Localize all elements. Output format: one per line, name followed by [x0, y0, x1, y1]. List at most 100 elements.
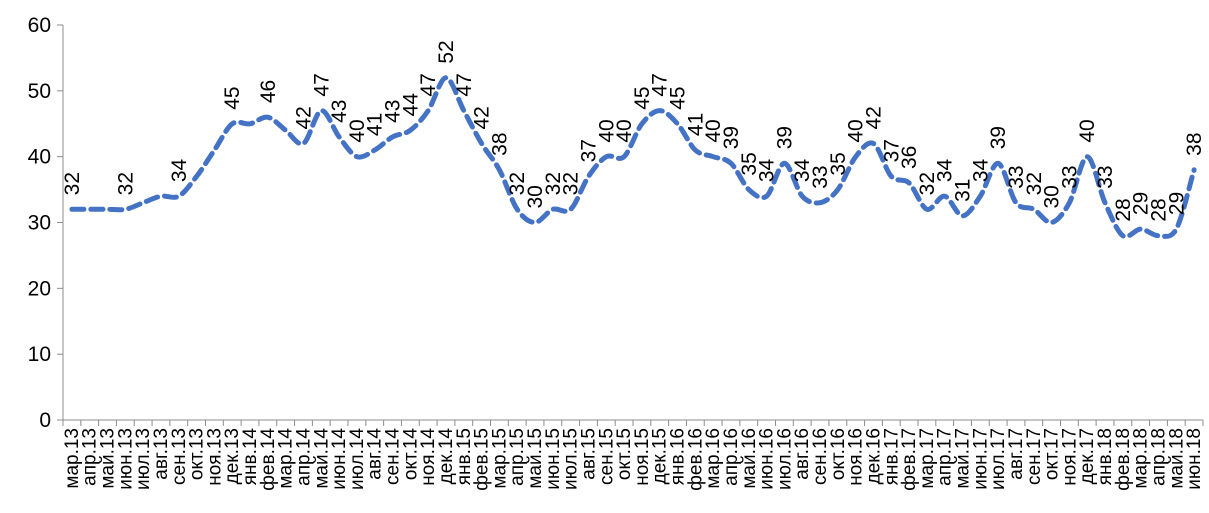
data-point	[337, 135, 341, 139]
y-tick-label: 40	[28, 146, 51, 169]
x-tick-label: дек.16	[863, 428, 884, 484]
data-point	[943, 194, 947, 198]
data-point	[604, 155, 608, 159]
data-label: 32	[542, 172, 565, 195]
data-label: 40	[346, 119, 369, 142]
x-tick-label: май.15	[525, 428, 546, 489]
x-tick-label: фев.14	[258, 428, 279, 491]
data-point	[586, 174, 590, 178]
data-point	[284, 128, 288, 132]
data-point	[622, 155, 626, 159]
y-tick-label: 0	[39, 409, 51, 432]
x-tick-label: фев.15	[472, 428, 493, 491]
x-tick-label: сен.15	[596, 428, 617, 485]
data-label: 32	[114, 172, 137, 195]
data-label: 34	[756, 158, 779, 182]
data-label: 34	[168, 158, 191, 182]
data-point	[391, 135, 395, 139]
data-label: 45	[221, 86, 244, 109]
data-label: 30	[524, 185, 547, 208]
x-tick-label: окт.15	[614, 428, 635, 480]
data-label: 30	[1041, 185, 1064, 208]
x-tick-label: сен.13	[169, 428, 190, 485]
data-label: 32	[1023, 172, 1046, 195]
data-label: 32	[61, 172, 84, 195]
data-label: 47	[417, 73, 440, 96]
data-point	[1032, 207, 1036, 211]
data-label: 35	[738, 152, 761, 175]
data-label: 28	[1112, 198, 1135, 221]
x-tick-label: мар.17	[917, 428, 938, 489]
x-tick-label: фев.18	[1113, 428, 1134, 491]
data-label: 33	[1058, 165, 1081, 188]
data-label: 41	[684, 113, 707, 136]
data-point	[497, 168, 501, 172]
x-tick-label: июл.15	[561, 428, 582, 490]
data-point	[1139, 227, 1143, 231]
data-point	[373, 148, 377, 152]
x-tick-label: сен.14	[383, 428, 404, 485]
data-point	[569, 207, 573, 211]
x-tick-label: фев.16	[685, 428, 706, 491]
x-tick-label: май.13	[98, 428, 119, 489]
x-tick-label: дек.13	[222, 428, 243, 484]
data-point	[1014, 201, 1018, 205]
data-point	[480, 142, 484, 146]
data-point	[1085, 155, 1089, 159]
data-point	[854, 155, 858, 159]
data-point	[533, 221, 537, 225]
x-tick-label: апр.14	[293, 428, 314, 486]
x-tick-label: июн.17	[970, 428, 991, 490]
x-tick-label: янв.18	[1095, 428, 1116, 485]
data-label: 28	[1147, 198, 1170, 221]
x-tick-label: ноя.17	[1059, 428, 1080, 486]
data-point	[640, 122, 644, 126]
data-label: 33	[1094, 165, 1117, 188]
x-tick-label: мар.14	[276, 428, 297, 489]
x-tick-label: окт.14	[400, 428, 421, 481]
x-tick-label: янв.17	[881, 428, 902, 485]
x-tick-label: янв.15	[454, 428, 475, 485]
x-tick-label: авг.15	[578, 428, 599, 480]
data-label: 29	[1165, 192, 1188, 215]
data-point	[408, 128, 412, 132]
x-tick-label: июн.15	[543, 428, 564, 490]
data-point	[996, 161, 1000, 165]
data-label: 40	[613, 119, 636, 142]
x-tick-label: июн.13	[115, 428, 136, 490]
x-tick-label: апр.15	[507, 428, 528, 486]
x-tick-label: авг.13	[151, 428, 172, 480]
data-point	[515, 207, 519, 211]
data-label: 35	[827, 152, 850, 175]
y-axis: 0 10 20 30 40 50 60	[28, 14, 64, 432]
data-point	[693, 148, 697, 152]
data-label: 32	[506, 172, 529, 195]
x-tick-label: июл.17	[988, 428, 1009, 490]
data-point	[1103, 201, 1107, 205]
data-label: 37	[577, 139, 600, 162]
data-point	[1192, 168, 1196, 172]
data-label: 46	[257, 80, 280, 103]
data-label: 34	[969, 158, 992, 182]
data-label: 32	[916, 172, 939, 195]
data-point	[782, 161, 786, 165]
series-path	[69, 75, 1197, 240]
data-point	[212, 148, 216, 152]
x-tick-label: фев.17	[899, 428, 920, 491]
x-tick-label: мар.13	[62, 428, 83, 489]
data-label: 33	[1005, 165, 1028, 188]
x-tick-label: ноя.16	[846, 428, 867, 486]
data-point	[925, 207, 929, 211]
data-point	[676, 122, 680, 126]
data-point	[836, 188, 840, 192]
data-label: 38	[1183, 132, 1206, 155]
data-point	[1121, 234, 1125, 238]
y-tick-label: 10	[28, 343, 51, 366]
data-point	[123, 207, 127, 211]
x-tick-label: июл.13	[133, 428, 154, 490]
x-tick-label: июн.18	[1184, 428, 1205, 490]
x-tick-label: янв.16	[668, 428, 689, 485]
data-label: 43	[382, 100, 405, 123]
x-tick-label: мар.16	[703, 428, 724, 489]
